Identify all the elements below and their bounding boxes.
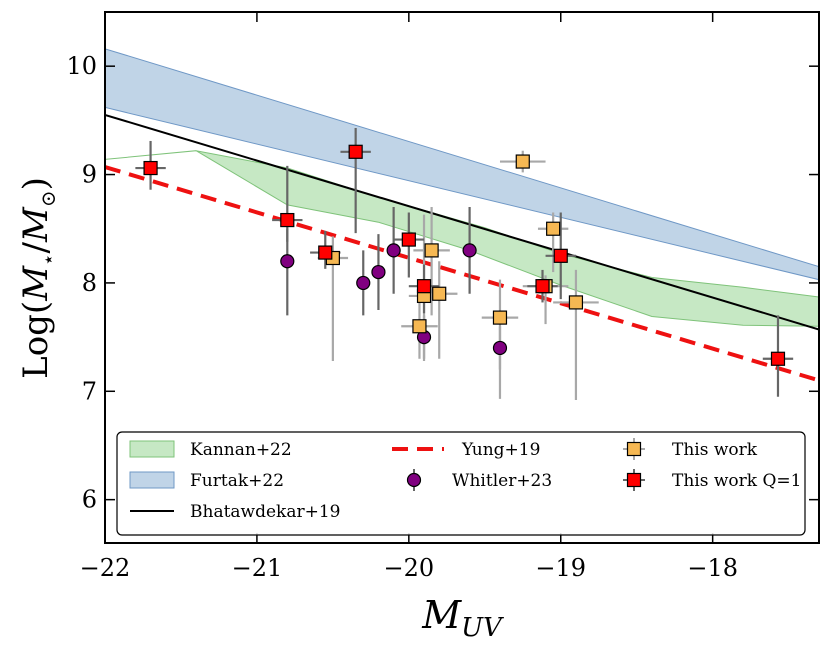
- x-tick-label-2: −20: [384, 554, 435, 582]
- legend-label-bhatawdekar-19: Bhatawdekar+19: [190, 502, 340, 522]
- yung-19-line: [105, 165, 819, 383]
- this-work-point-9: [568, 295, 584, 310]
- this-work-q-1-point-2: [318, 245, 333, 260]
- legend-label-this-work: This work: [672, 440, 758, 460]
- y-tick-label-2: 8: [82, 269, 97, 297]
- x-axis-title: MUV: [421, 593, 504, 643]
- x-tick-label-4: −18: [687, 554, 738, 582]
- legend-swatch-kannan-22: [129, 440, 175, 458]
- whitler-23-point-6: [492, 340, 508, 356]
- y-tick-label-0: 6: [82, 486, 97, 514]
- y-tick-label-1: 7: [82, 377, 97, 405]
- legend-label-furtak-22: Furtak+22: [190, 471, 284, 491]
- y-tick-label-3: 9: [82, 161, 97, 189]
- legend-swatch-furtak-22: [129, 471, 175, 489]
- this-work-q-1-point-5: [416, 279, 432, 294]
- this-work-q-1-point-0: [143, 160, 158, 176]
- this-work-q-1-point-3: [348, 144, 363, 159]
- legend: Kannan+22 Furtak+22 Bhatawdekar+19 Yung+19 W…: [116, 431, 806, 536]
- legend-label-whitler-23: Whitler+23: [452, 471, 552, 491]
- legend-label-kannan-22: Kannan+22: [190, 440, 292, 460]
- y-tick-label-4: 10: [66, 52, 97, 80]
- furtak-22-band: [105, 48, 819, 281]
- this-work-q-1-point-4: [401, 232, 416, 247]
- whitler-23-point-1: [356, 275, 371, 291]
- this-work-q-1-point-7: [553, 248, 568, 263]
- legend-swatch-this-work: [626, 441, 642, 457]
- this-work-q-1-point-6: [535, 279, 550, 294]
- this-work-q-1-point-1: [280, 212, 295, 228]
- legend-label-yung-19: Yung+19: [461, 440, 540, 460]
- this-work-point-8: [546, 221, 561, 236]
- this-work-q-1-point-8: [770, 351, 786, 366]
- y-axis-title: Log(M⋆/M⊙): [16, 177, 60, 379]
- this-work-point-4: [432, 286, 447, 301]
- whitler-23-point-3: [386, 243, 401, 258]
- this-work-point-5: [492, 310, 508, 325]
- this-work-point-6: [515, 154, 530, 169]
- x-tick-label-0: −22: [80, 554, 131, 582]
- x-tick-label-1: −21: [232, 554, 283, 582]
- whitler-23-point-0: [280, 254, 295, 269]
- whitler-23-point-2: [371, 264, 386, 280]
- x-tick-label-3: −19: [535, 554, 586, 582]
- legend-swatch-this-work-q-1: [626, 472, 642, 488]
- legend-swatch-whitler-23: [406, 472, 422, 488]
- legend-label-this-work-q-1: This work Q=1: [672, 471, 801, 491]
- this-work-point-1: [412, 319, 427, 334]
- this-work-point-3: [424, 243, 439, 258]
- plot-frame: [104, 11, 820, 544]
- whitler-23-point-5: [462, 243, 477, 258]
- bhatawdekar-19-line: [105, 113, 819, 331]
